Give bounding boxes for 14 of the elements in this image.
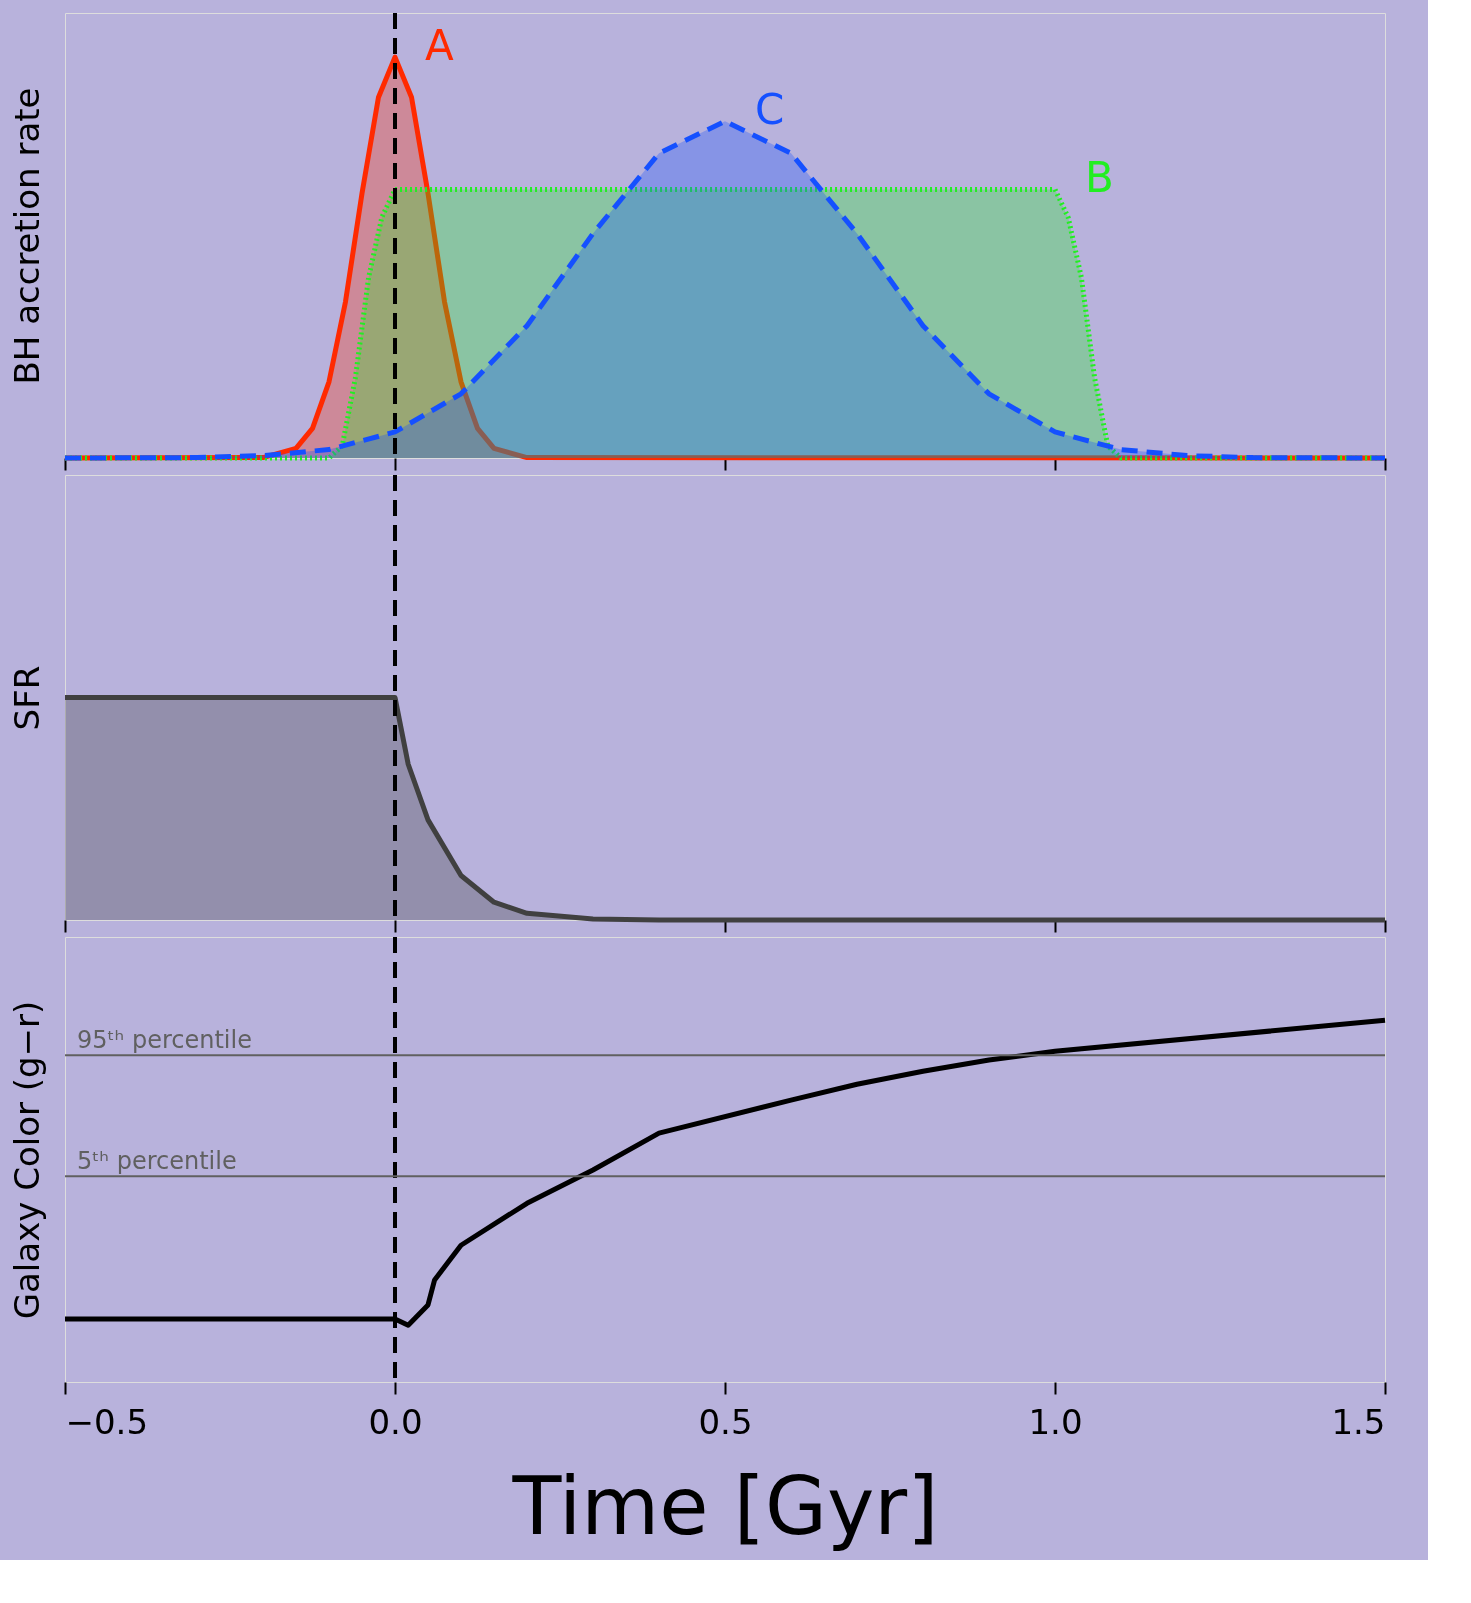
series-label: C: [755, 85, 785, 135]
y-axis-title: SFR: [6, 665, 47, 731]
y-axis-title: Galaxy Color (g−r): [6, 1000, 47, 1320]
x-tick-label: 1.5: [1331, 1401, 1386, 1442]
x-axis-title: Time [Gyr]: [511, 1459, 939, 1553]
y-axis-title: BH accretion rate: [6, 87, 47, 385]
series-label: A: [425, 21, 454, 71]
ref-line-label: 95ᵗʰ percentile: [77, 1026, 252, 1055]
x-tick-label: 0.5: [698, 1401, 753, 1442]
series-label: B: [1085, 153, 1114, 203]
x-tick-label: 1.0: [1028, 1401, 1083, 1442]
x-tick-label: −0.5: [65, 1401, 149, 1442]
ref-line-label: 5ᵗʰ percentile: [77, 1147, 237, 1176]
x-tick-label: 0.0: [368, 1401, 423, 1442]
